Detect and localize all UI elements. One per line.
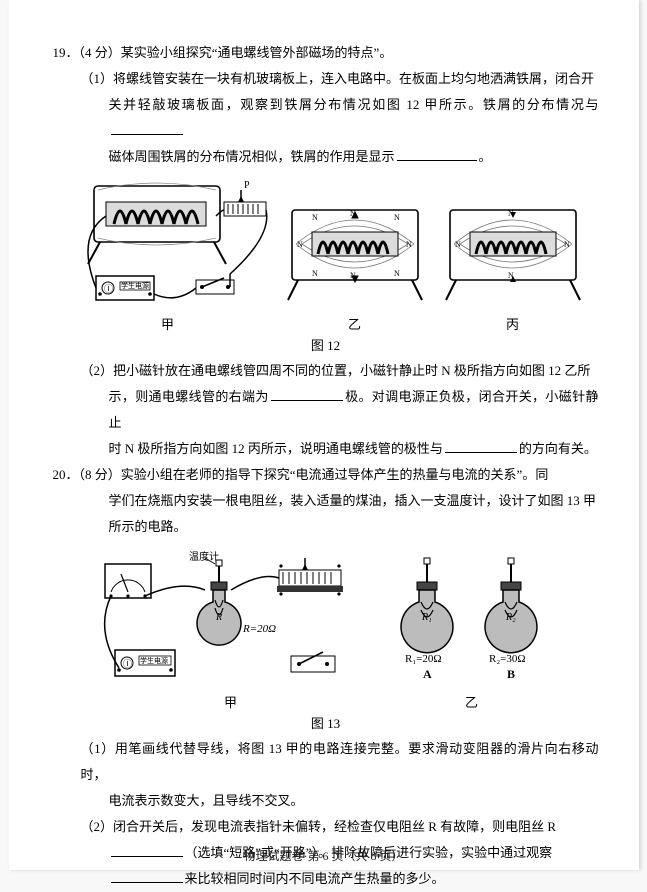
fig12-label-a: 甲 [161,314,174,333]
q20-number: 20． [53,467,79,482]
fig12-diagram-b: NN NN NN NN [282,202,428,312]
q20-t2: 学们在烧瓶内安装一根电阻丝，装入适量的煤油，插入一支温度计，设计了如图 13 甲 [109,493,597,508]
q20-t3: 所示的电路。 [109,519,187,534]
q20-p1-t2: 电流表示数变大，且导线不交叉。 [109,793,304,808]
q20-l2: 学们在烧瓶内安装一根电阻丝，装入适量的煤油，插入一支温度计，设计了如图 13 甲 [53,488,599,514]
q19-p2-t1: 把小磁针放在通电螺线管四周不同的位置，小磁针静止时 N 极所指方向如图 12 乙… [113,363,590,378]
q20-header: 20．（8 分）实验小组在老师的指导下探究“电流通过导体产生的热量与电流的关系”… [53,462,599,488]
svg-text:N: N [406,240,412,249]
fig12-panel-b: NN NN NN NN 乙 [282,202,428,333]
q19-p2-l2: 示，则通电螺线管的右端为极。对调电源正负极，闭合开关，小磁针静止 [53,384,599,436]
psu-label-2: 学生电源 [140,656,168,665]
q19-blank-4 [445,440,517,453]
q20-p2-l1: （2）闭合开关后，发现电流表指针未偏转，经检查仅电阻丝 R 有故障，则电阻丝 R [53,814,599,840]
q19-p1-t1: 将螺线管安装在一块有机玻璃板上，连入电路中。在板面上均匀地洒满铁屑，闭合开 [113,71,594,86]
svg-text:Ⓘ: Ⓘ [123,659,132,669]
q19-p1-l3: 磁体周围铁屑的分布情况相似，铁屑的作用是显示 。 [53,144,599,170]
figure-12-row: P Ⓘ 学生电源 甲 [53,176,599,333]
q19-number: 19． [53,45,79,60]
q20-p1-l1: （1）用笔画线代替导线，将图 13 甲的电路连接完整。要求滑动变阻器的滑片向右移… [53,736,599,788]
q20-blank-2 [111,870,183,883]
q20-p1-label: （1） [81,741,115,756]
fig13-diagram-a: R 温度计 R=20Ω [91,550,371,690]
q19-points: （4 分） [79,45,121,60]
q19-header: 19．（4 分）某实验小组探究“通电螺线管外部磁场的特点”。 [53,40,599,66]
r1-label: R₁=20Ω [405,653,442,665]
label-A: A [423,667,432,681]
fig13-label-b: 乙 [465,692,478,711]
q20-t1: 实验小组在老师的指导下探究“电流通过导体产生的热量与电流的关系”。同 [121,467,549,482]
fig12-label-c: 丙 [506,314,519,333]
label-B: B [507,667,515,681]
fig12-diagram-a: P Ⓘ 学生电源 [66,176,270,312]
fig13-panel-b: R₁ R₂ R₁=20Ω R₂=30Ω A B 乙 [383,550,561,711]
q20-p1-t1: 用笔画线代替导线，将图 13 甲的电路连接完整。要求滑动变阻器的滑片向右移动时， [81,741,599,782]
fig13-caption: 图 13 [53,713,599,732]
svg-text:N: N [455,240,461,249]
thermometer-label: 温度计 [189,550,219,563]
q19-p2-t3a: 时 N 极所指方向如图 12 丙所示，说明通电螺线管的极性与 [109,441,443,456]
q19-p1-t3a: 磁体周围铁屑的分布情况相似，铁屑的作用是显示 [109,149,395,164]
figure-13-row: R 温度计 R=20Ω [53,550,599,711]
q20-l3: 所示的电路。 [53,514,599,540]
psu-label: 学生电源 [121,281,149,290]
q19-p2-label: （2） [81,363,114,378]
q19-blank-3 [271,388,343,401]
svg-text:N: N [394,213,400,222]
fig13-label-a: 甲 [224,692,237,711]
fig12-diagram-c: NN NN [440,202,586,312]
q19-blank-1 [111,122,183,135]
fig13-diagram-b: R₁ R₂ R₁=20Ω R₂=30Ω A B [383,550,561,690]
fig13-panel-a: R 温度计 R=20Ω [91,550,371,711]
q19-p2-t3b: 的方向有关。 [519,441,597,456]
q20-p1-l2: 电流表示数变大，且导线不交叉。 [53,788,599,814]
q20-points: （8 分） [79,467,121,482]
svg-text:N: N [312,213,318,222]
svg-text:N: N [312,269,318,278]
fig12-caption: 图 12 [53,335,599,354]
q19-p2-t2a: 示，则通电螺线管的右端为 [109,389,269,404]
q19-blank-2 [397,148,477,161]
svg-text:R: R [215,612,222,623]
q19-title: 某实验小组探究“通电螺线管外部磁场的特点”。 [121,45,393,60]
svg-text:Ⓘ: Ⓘ [104,284,113,294]
svg-text:N: N [564,240,570,249]
svg-text:R₁: R₁ [421,612,432,623]
q20-p2-t1: 闭合开关后，发现电流表指针未偏转，经检查仅电阻丝 R 有故障，则电阻丝 R [113,819,556,834]
fig12-panel-a: P Ⓘ 学生电源 甲 [66,176,270,333]
r2-label: R₂=30Ω [489,653,526,665]
fig12-panel-c: NN NN 丙 [440,202,586,333]
q19-p1-label: （1） [81,71,114,86]
q20-p2-label: （2） [81,819,114,834]
svg-text:R₂: R₂ [505,612,516,623]
q19-p1-l1: （1）将螺线管安装在一块有机玻璃板上，连入电路中。在板面上均匀地洒满铁屑，闭合开 [53,66,599,92]
q19-p2-l1: （2）把小磁针放在通电螺线管四周不同的位置，小磁针静止时 N 极所指方向如图 1… [53,358,599,384]
q19-p2-l3: 时 N 极所指方向如图 12 丙所示，说明通电螺线管的极性与 的方向有关。 [53,436,599,462]
r-main-label: R=20Ω [242,623,276,635]
q19-p1-l2: 关并轻敲玻璃板面，观察到铁屑分布情况如图 12 甲所示。铁屑的分布情况与 [53,92,599,144]
page-footer: 物理试题卷·第 6 页（共 8 页） [9,847,639,864]
exam-page: 19．（4 分）某实验小组探究“通电螺线管外部磁场的特点”。 （1）将螺线管安装… [9,0,639,870]
slider-label: P [244,180,250,191]
q20-p2-t2b: 来比较相同时间内不同电流产生热量的多少。 [185,871,445,886]
svg-text:N: N [297,240,303,249]
fig12-label-b: 乙 [348,314,361,333]
q19-p1-t2: 关并轻敲玻璃板面，观察到铁屑分布情况如图 12 甲所示。铁屑的分布情况与 [109,97,599,112]
svg-text:N: N [394,269,400,278]
q19-p1-t3b: 。 [479,149,492,164]
